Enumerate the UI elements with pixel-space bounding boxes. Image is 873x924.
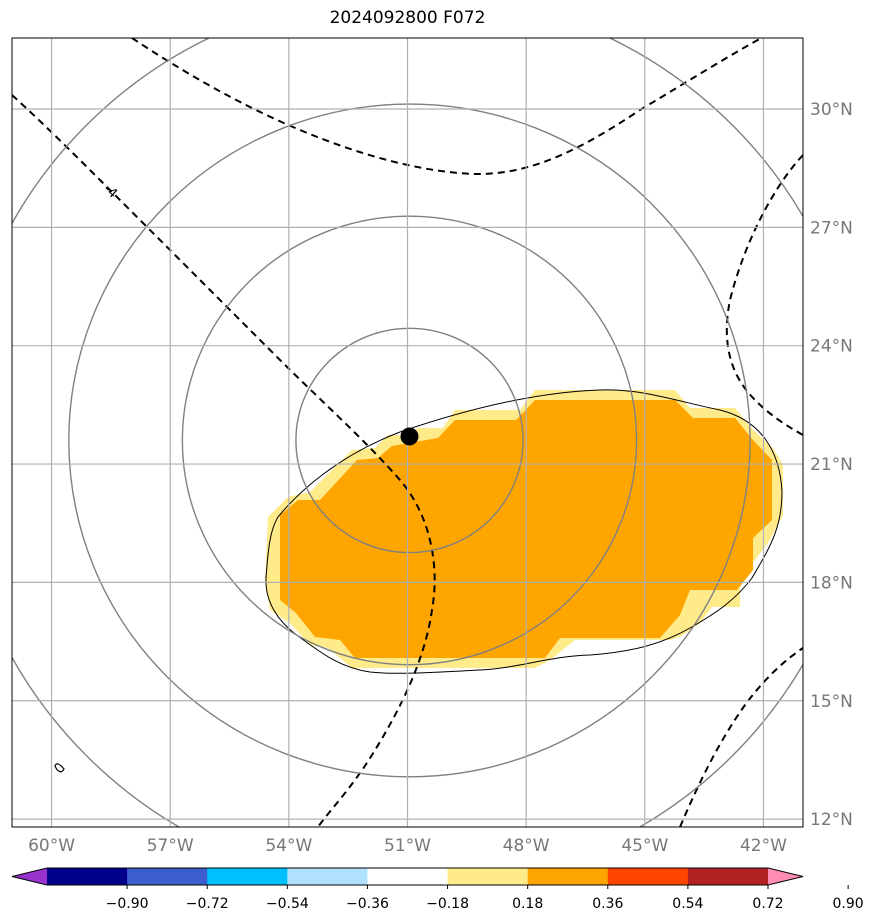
colorbar-tick-label: 0.90 (833, 896, 864, 912)
longitude-tick-label: 45°W (621, 836, 668, 856)
dashed-contour-southeast (679, 647, 803, 827)
colorbar-segment (527, 868, 609, 885)
longitude-tick-label: 54°W (265, 836, 312, 856)
contour-value-label: -4 (100, 182, 120, 202)
longitude-tick-label: 48°W (503, 836, 550, 856)
colorbar-segment (127, 868, 208, 885)
colorbar-segment (47, 868, 128, 885)
range-ring (295, 327, 524, 554)
colorbar-tick-label: 0.18 (512, 896, 543, 912)
colorbar-extend-low (12, 868, 47, 885)
colorbar-segment (447, 868, 529, 885)
latitude-tick-label: 21°N (810, 455, 853, 475)
latitude-tick-label: 24°N (810, 337, 853, 357)
longitude-tick-label: 51°W (384, 836, 431, 856)
colorbar-tick-label: −0.36 (346, 896, 389, 912)
longitude-tick-label: 57°W (147, 836, 194, 856)
colorbar-outline (11, 867, 804, 886)
map-frame (11, 37, 804, 828)
dashed-contour-north (131, 38, 764, 176)
range-ring (181, 215, 638, 666)
latitude-tick-label: 18°N (810, 573, 853, 593)
dashed-contour-east (725, 154, 803, 436)
latitude-tick-label: 30°N (810, 100, 853, 120)
storm-center-marker (400, 427, 419, 446)
colorbar-tick-label: 0.72 (752, 896, 783, 912)
range-ring (68, 103, 751, 778)
colorbar-tick-label: −0.72 (186, 896, 229, 912)
contour-labels: -4 (100, 182, 120, 202)
colorbar-segment (287, 868, 368, 885)
colorbar-tick-label: −0.90 (106, 896, 149, 912)
axis-labels: 60°W 57°W 54°W 51°W 48°W 45°W 42°W 12°N 15°N 18°N… (28, 100, 853, 856)
colorbar-segment (207, 868, 288, 885)
map-title: 2024092800 F072 (329, 8, 486, 28)
colorbar: −0.90 −0.72 −0.54 −0.36 −0.18 0.18 0.36 0.54 0.7… (11, 867, 864, 912)
map-content: -4 (12, 38, 803, 827)
colorbar-segment (607, 868, 689, 885)
colorbar-segment (367, 868, 449, 885)
colorbar-tick-label: 0.36 (592, 896, 623, 912)
colorbar-tick-label: 0.54 (672, 896, 703, 912)
latitude-tick-label: 15°N (810, 692, 853, 712)
colorbar-tick-label: −0.18 (426, 896, 469, 912)
graticule (12, 38, 803, 827)
colorbar-tick-label: −0.54 (266, 896, 309, 912)
colorbar-segment (687, 868, 769, 885)
longitude-tick-label: 60°W (28, 836, 75, 856)
latitude-tick-label: 27°N (810, 218, 853, 238)
latitude-tick-label: 12°N (810, 810, 853, 830)
small-contour-west (54, 763, 65, 773)
longitude-tick-label: 42°W (740, 836, 787, 856)
field-contour (265, 389, 783, 674)
dashed-contour-west (12, 94, 436, 827)
range-rings (12, 38, 803, 827)
colorbar-extend-high (768, 868, 803, 885)
